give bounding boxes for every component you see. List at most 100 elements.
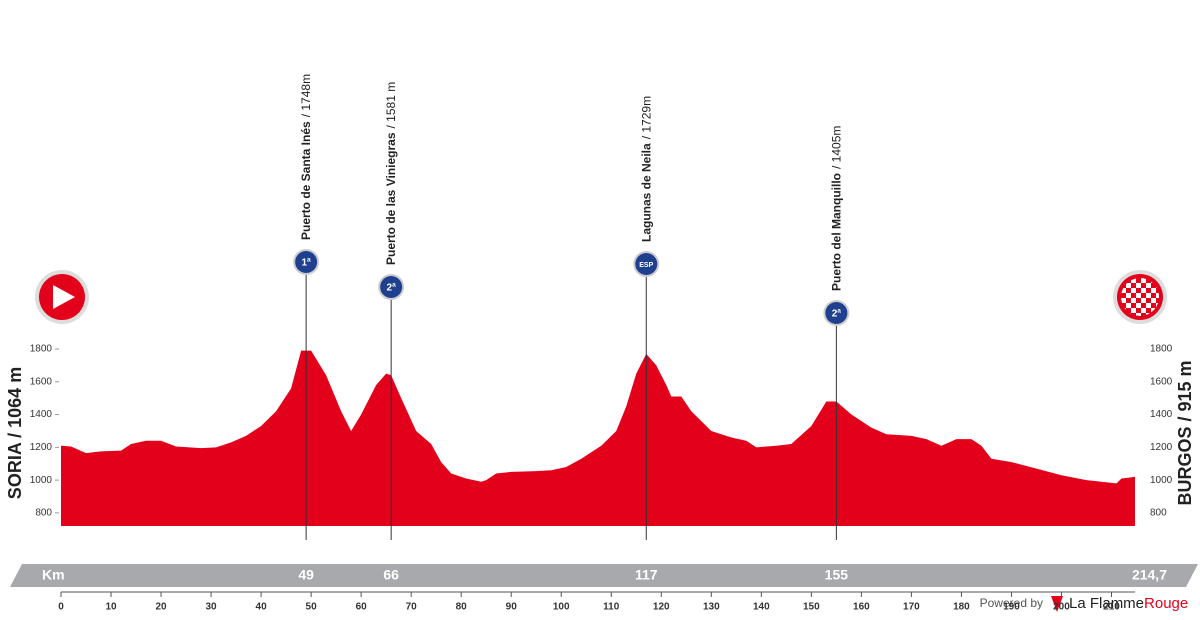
checker <box>1136 293 1141 298</box>
checker <box>1156 288 1159 293</box>
checker <box>1146 308 1151 313</box>
y-tick-label-right: 1600 <box>1150 376 1173 387</box>
checker <box>1121 288 1126 293</box>
km-band <box>10 564 1198 587</box>
checker <box>1131 298 1136 303</box>
x-tick-label: 110 <box>603 602 620 613</box>
x-tick-label: 200 <box>1053 602 1070 613</box>
x-tick-label: 10 <box>105 602 117 613</box>
checker <box>1126 298 1131 303</box>
profile-area <box>61 350 1135 526</box>
x-tick-label: 160 <box>853 602 870 613</box>
climb-badge <box>635 253 658 275</box>
checker <box>1121 298 1126 303</box>
y-tick-label-right: 1200 <box>1150 442 1173 453</box>
climb-category: 1ª <box>301 258 311 269</box>
checker <box>1156 293 1159 298</box>
checker <box>1146 278 1151 283</box>
checker <box>1126 308 1131 313</box>
finish-icon <box>1113 270 1167 324</box>
checker <box>1121 293 1126 298</box>
checker <box>1141 293 1146 298</box>
y-tick-label: 1800 <box>30 344 53 355</box>
checker <box>1131 288 1136 293</box>
checker <box>1151 303 1156 308</box>
x-tick-label: 190 <box>1003 602 1020 613</box>
x-tick-label: 120 <box>653 602 670 613</box>
checker <box>1126 288 1131 293</box>
checker <box>1141 298 1146 303</box>
checker <box>1151 283 1156 288</box>
climb-category: ESP <box>639 262 653 269</box>
checker <box>1131 283 1136 288</box>
x-tick-label: 150 <box>803 602 820 613</box>
climb-name: Puerto del Manquillo <box>830 173 844 291</box>
checker <box>1131 308 1136 313</box>
checker <box>1141 313 1146 316</box>
start-label: SORIA / 1064 m <box>5 367 25 499</box>
x-tick-label: 40 <box>256 602 268 613</box>
climb-badge <box>295 251 318 273</box>
checker <box>1146 283 1151 288</box>
checker <box>1156 298 1159 303</box>
climb-altitude: / 1581 m <box>384 82 398 129</box>
y-tick-label-right: 1000 <box>1150 475 1173 486</box>
climb-km: 49 <box>298 567 314 583</box>
brand: La FlammeRouge <box>1069 595 1188 612</box>
y-tick-label: 1400 <box>30 409 53 420</box>
climb-label: Lagunas de Neila / 1729m <box>639 96 653 242</box>
climb-badge <box>825 302 848 324</box>
checker <box>1131 303 1136 308</box>
x-tick-label: 90 <box>506 602 518 613</box>
climb-category: 2ª <box>832 309 842 320</box>
y-tick-label-right: 800 <box>1150 508 1167 519</box>
x-tick-label: 210 <box>1103 602 1120 613</box>
checker <box>1146 298 1151 303</box>
km-label: Km <box>42 567 65 583</box>
y-tick-label: 1000 <box>30 475 53 486</box>
checker <box>1126 303 1131 308</box>
x-tick-label: 20 <box>155 602 167 613</box>
checker <box>1141 308 1146 313</box>
climb-name: Puerto de las Viniegras <box>384 132 398 265</box>
x-tick-label: 140 <box>753 602 770 613</box>
x-tick-label: 0 <box>58 602 64 613</box>
powered-by: Powered by <box>980 596 1043 610</box>
climb-km: 155 <box>825 567 849 583</box>
climb-km: 66 <box>383 567 399 583</box>
climb-badge <box>380 276 403 298</box>
checker <box>1146 293 1151 298</box>
checker <box>1151 293 1156 298</box>
x-tick-label: 30 <box>206 602 218 613</box>
finish-label: BURGOS / 915 m <box>1175 360 1195 505</box>
climb-label: Puerto de las Viniegras / 1581 m <box>384 82 398 265</box>
x-tick-label: 50 <box>306 602 318 613</box>
climb-altitude: / 1748m <box>299 74 313 117</box>
x-tick-label: 170 <box>903 602 920 613</box>
brand-logo <box>1051 596 1063 612</box>
climb-km: 117 <box>635 567 658 583</box>
climb-name: Lagunas de Neila <box>639 143 653 242</box>
checker <box>1136 308 1141 313</box>
y-tick-label: 1200 <box>30 442 53 453</box>
checker <box>1121 303 1126 308</box>
x-tick-label: 180 <box>953 602 970 613</box>
y-tick-label: 1600 <box>30 376 53 387</box>
checker <box>1141 303 1146 308</box>
checker <box>1146 303 1151 308</box>
checker <box>1151 298 1156 303</box>
x-tick-label: 60 <box>356 602 368 613</box>
checker <box>1141 288 1146 293</box>
checker <box>1136 313 1141 316</box>
checker <box>1141 278 1146 283</box>
x-tick-label: 130 <box>703 602 720 613</box>
checker <box>1136 298 1141 303</box>
checker <box>1126 283 1131 288</box>
checker <box>1131 313 1136 316</box>
checker <box>1146 288 1151 293</box>
climb-label: Puerto del Manquillo / 1405m <box>830 126 844 291</box>
climb-name: Puerto de Santa Inés <box>299 121 313 240</box>
checker <box>1131 278 1136 283</box>
x-tick-label: 80 <box>456 602 468 613</box>
